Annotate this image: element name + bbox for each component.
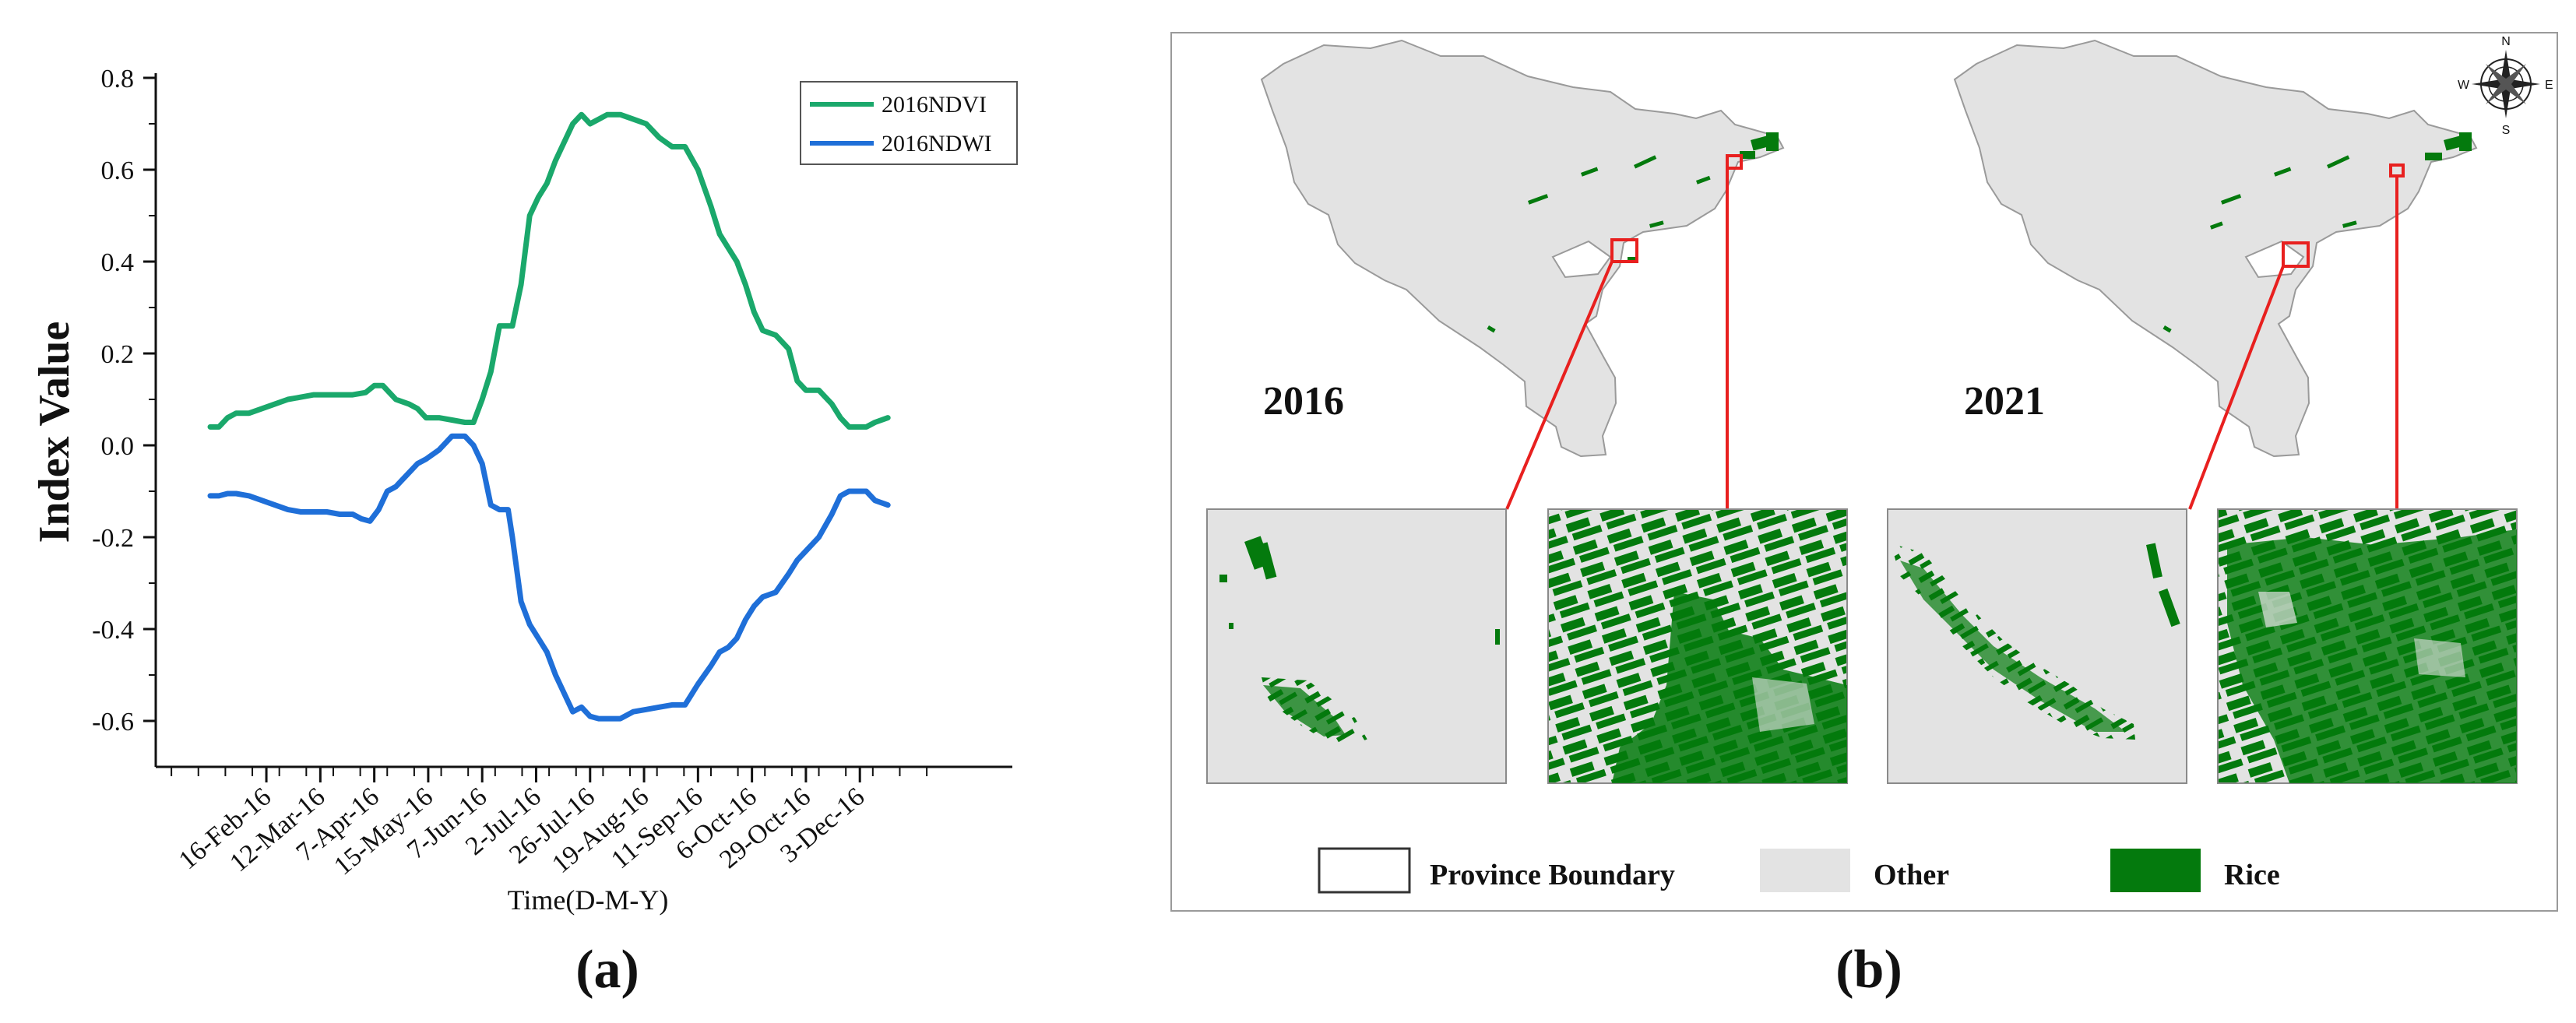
province-shape-2016 xyxy=(1260,39,1785,458)
x-axis-title: Time(D-M-Y) xyxy=(508,884,669,916)
legend-swatch-other xyxy=(1760,849,1850,892)
year-label-2016: 2016 xyxy=(1263,379,1344,424)
series-line-2016ndvi xyxy=(207,111,891,430)
y-tick-label: 0.8 xyxy=(101,65,135,93)
zoom-inset-2016-b xyxy=(1547,508,1848,784)
y-axis-title: Index Value xyxy=(30,322,79,543)
zoom-inset-2021-b xyxy=(2217,508,2518,784)
connector-2016-a xyxy=(1505,261,1614,510)
highlight-box-2016-a xyxy=(1610,238,1638,263)
y-axis-ticks: 0.8 0.6 0.4 0.2 0.0 -0.2 -0.4 -0.6 xyxy=(92,65,156,736)
panel-a-line-chart: 0.8 0.6 0.4 0.2 0.0 -0.2 -0.4 -0.6 16-Feb-1612-… xyxy=(30,65,1018,1000)
province-map-2016: 2016 xyxy=(1260,39,1785,510)
y-tick-label: 0.2 xyxy=(101,340,135,369)
caption-a: (a) xyxy=(575,940,639,1000)
y-tick-label: 0.4 xyxy=(101,248,135,277)
y-tick-label: -0.4 xyxy=(92,616,134,645)
highlight-box-2021-a xyxy=(2282,241,2310,268)
rice-patches-2021 xyxy=(2163,132,2472,333)
y-tick-label: -0.6 xyxy=(92,708,134,736)
series-line-2016ndwi xyxy=(207,433,891,722)
legend-label-ndwi: 2016NDWI xyxy=(882,131,992,156)
rice-patches-2016 xyxy=(1487,132,1779,333)
highlight-box-2016-b xyxy=(1726,154,1743,170)
y-tick-label: 0.6 xyxy=(101,156,135,185)
legend-label-rice: Rice xyxy=(2224,859,2280,891)
legend-swatch-province-boundary xyxy=(1318,847,1411,894)
y-tick-label: -0.2 xyxy=(92,524,134,553)
province-notch-2016 xyxy=(1551,240,1612,279)
compass-east-label: E xyxy=(2545,79,2553,92)
y-tick-label: 0.0 xyxy=(101,432,135,461)
province-shape-2021 xyxy=(1953,39,2478,458)
chart-legend: 2016NDVI 2016NDWI xyxy=(800,81,1018,165)
map-legend: Province Boundary Other Rice xyxy=(1318,847,2280,894)
compass-west-label: W xyxy=(2458,79,2470,92)
x-axis-ticks: 16-Feb-1612-Mar-167-Apr-1615-May-167-Jun… xyxy=(171,767,928,881)
legend-swatch-rice xyxy=(2110,849,2201,892)
series-layer xyxy=(207,111,891,722)
compass-south-label: S xyxy=(2502,124,2511,137)
panel-b-rice-maps: 2016 2021 xyxy=(1170,32,2558,1000)
year-label-2021: 2021 xyxy=(1964,379,2045,424)
caption-b: (b) xyxy=(1835,940,1902,1000)
legend-box xyxy=(800,81,1018,165)
legend-label-other: Other xyxy=(1874,859,1949,891)
compass-rose: N S E W xyxy=(2458,35,2553,137)
legend-label-ndvi: 2016NDVI xyxy=(882,92,987,118)
legend-label-province-boundary: Province Boundary xyxy=(1430,859,1675,891)
province-map-2021: 2021 xyxy=(1953,39,2478,510)
compass-north-label: N xyxy=(2501,35,2511,48)
connector-2021-a xyxy=(2188,265,2285,510)
zoom-inset-2021-a xyxy=(1887,508,2187,784)
zoom-inset-2016-a xyxy=(1206,508,1507,784)
